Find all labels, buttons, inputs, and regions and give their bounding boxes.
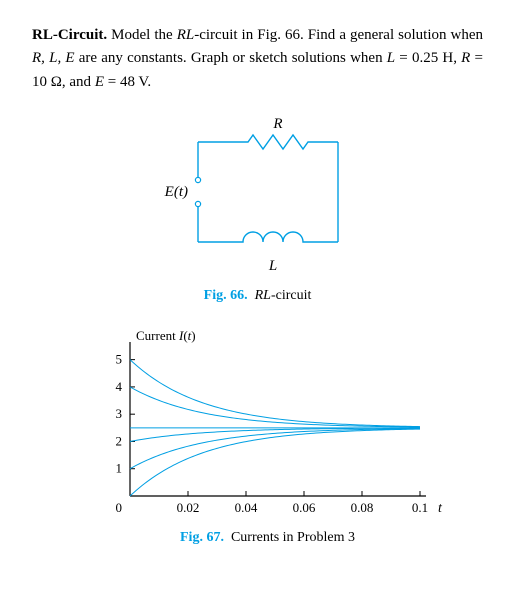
circuit-diagram: R L E(t) xyxy=(143,112,373,282)
svg-text:3: 3 xyxy=(115,406,122,421)
problem-title: RL-Circuit. xyxy=(32,27,107,43)
svg-text:0.02: 0.02 xyxy=(176,500,199,515)
svg-text:E(t): E(t) xyxy=(163,184,187,200)
svg-text:R: R xyxy=(272,116,282,132)
svg-text:0: 0 xyxy=(115,500,122,515)
svg-text:0.06: 0.06 xyxy=(292,500,315,515)
fig66-caption: Fig. 66. RL-circuit xyxy=(32,288,483,304)
problem-statement: RL-Circuit. Model the RL-circuit in Fig.… xyxy=(32,24,483,94)
fig67-label: Fig. 67. xyxy=(180,530,224,545)
svg-text:0.08: 0.08 xyxy=(350,500,373,515)
svg-text:0.04: 0.04 xyxy=(234,500,257,515)
figure-66: RLE(t) Fig. 66. RL-circuit xyxy=(32,112,483,304)
fig66-label: Fig. 66. xyxy=(204,288,248,303)
currents-chart: 1 2 3 4 5 0.02 0.04 0.06 0.08 0.1 0 t Current I(t) xyxy=(88,324,448,524)
fig66-text-tail: -circuit xyxy=(271,288,311,303)
svg-text:L: L xyxy=(267,258,276,274)
svg-text:1: 1 xyxy=(115,460,122,475)
svg-text:Current I(t): Current I(t) xyxy=(136,328,196,343)
fig66-text-RL: RL xyxy=(255,288,271,303)
svg-text:2: 2 xyxy=(115,433,122,448)
svg-text:5: 5 xyxy=(115,351,122,366)
figure-67: 1 2 3 4 5 0.02 0.04 0.06 0.08 0.1 0 t Current I(t) F… xyxy=(52,324,483,546)
svg-text:t: t xyxy=(438,501,443,516)
fig67-text: Currents in Problem 3 xyxy=(231,530,355,545)
svg-text:4: 4 xyxy=(115,379,122,394)
svg-text:0.1: 0.1 xyxy=(411,500,427,515)
fig67-caption: Fig. 67. Currents in Problem 3 xyxy=(52,530,483,546)
